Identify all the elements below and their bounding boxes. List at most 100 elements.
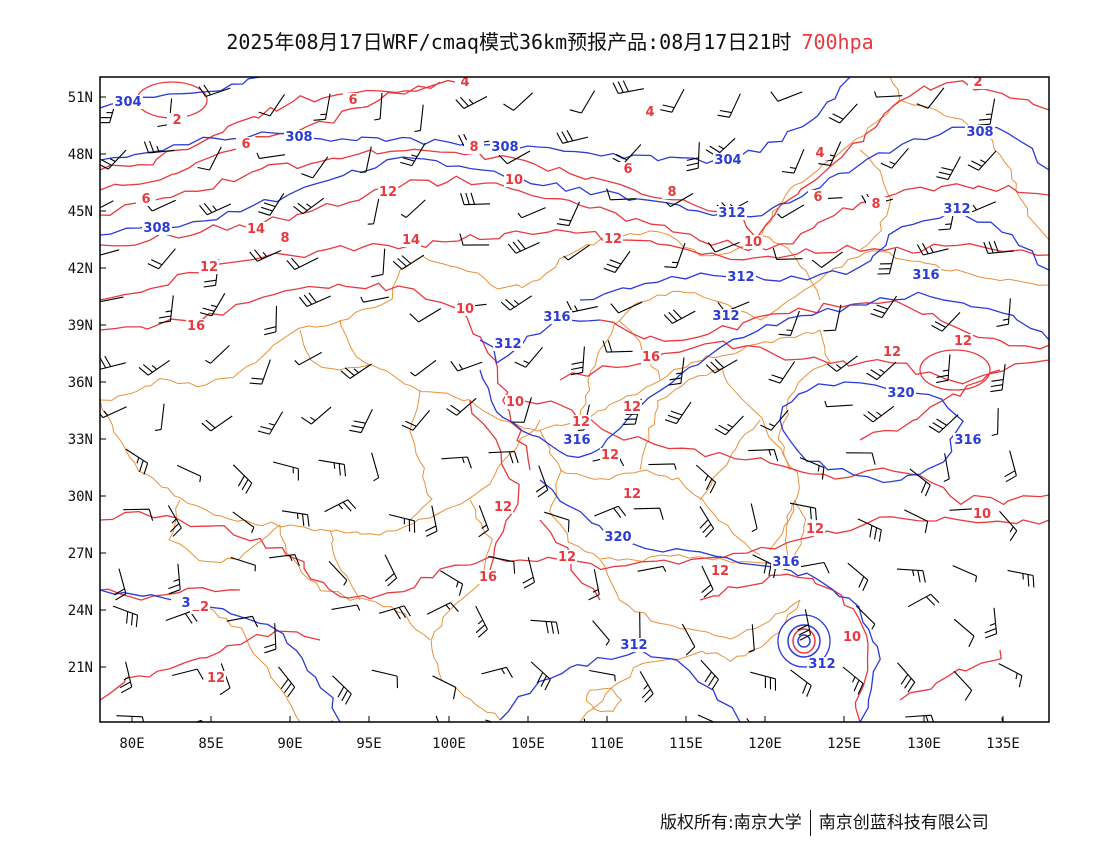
temperature-contour — [469, 399, 520, 571]
height-label-bg — [807, 657, 837, 671]
wind-barb — [410, 359, 437, 377]
wind-barb — [517, 207, 546, 219]
wind-barb — [660, 88, 685, 113]
height-label-bg — [717, 206, 747, 220]
temperature-label-bg — [972, 507, 992, 521]
wind-barb — [612, 80, 644, 94]
wind-barb — [705, 137, 736, 157]
wind-barb — [450, 360, 483, 372]
boundary-line — [430, 499, 501, 721]
boundary-line — [339, 319, 371, 366]
wind-barb — [951, 721, 954, 722]
wind-barb — [155, 403, 165, 431]
boundary-line — [168, 499, 281, 564]
wind-barb — [424, 505, 438, 537]
temperature-label: 8 — [667, 185, 676, 200]
wind-barb — [119, 661, 133, 694]
wind-barb — [589, 669, 616, 682]
wind-barb — [1004, 450, 1017, 483]
height-contour — [479, 291, 1049, 459]
temperature-label-bg — [571, 415, 591, 429]
height-label-bg — [113, 95, 143, 109]
wind-barb — [570, 346, 585, 376]
height-label: 304 — [714, 153, 741, 168]
height-label-bg — [911, 268, 941, 282]
height-contour — [777, 614, 831, 668]
wind-barb — [440, 570, 464, 596]
wind-barb — [328, 561, 348, 586]
wind-barb — [481, 666, 513, 678]
height-label: 312 — [712, 309, 739, 324]
map-frame — [99, 76, 1050, 723]
temperature-label-bg — [493, 500, 513, 514]
height-label-bg — [953, 433, 983, 447]
wind-barb — [717, 93, 741, 118]
wind-barb — [171, 668, 204, 680]
wind-barb — [870, 295, 898, 319]
wind-barb — [388, 514, 416, 533]
temperature-label-bg — [866, 197, 886, 211]
temperature-label-bg — [710, 564, 730, 578]
wind-barb — [392, 254, 425, 270]
temperature-label-bg — [478, 570, 498, 584]
wind-barb — [639, 729, 663, 750]
lon-label: 135E — [986, 736, 1020, 752]
height-label-bg — [713, 153, 743, 167]
province-boundaries — [100, 77, 1049, 722]
wind-barb — [701, 565, 714, 598]
lat-label: 39N — [68, 318, 93, 334]
wind-barb — [294, 351, 322, 366]
temperature-label: 16 — [479, 570, 497, 585]
temperature-label: 6 — [141, 192, 150, 207]
height-contour — [779, 381, 964, 484]
wind-barb — [936, 354, 951, 384]
wind-barb — [384, 554, 398, 587]
wind-barb — [272, 461, 299, 481]
temperature-label: 12 — [601, 448, 619, 463]
wind-barb — [639, 671, 654, 703]
wind-barb — [488, 556, 516, 574]
wind-barb — [664, 401, 692, 425]
temperature-contour — [792, 628, 816, 654]
height-label-bg — [886, 386, 916, 400]
temperature-label: 12 — [954, 334, 972, 349]
wind-barb — [432, 675, 457, 700]
temperature-contour — [100, 79, 471, 171]
temperature-contour — [619, 239, 1049, 261]
wind-barb — [563, 244, 590, 261]
wind-barb — [700, 659, 719, 690]
wind-barb — [984, 607, 998, 639]
wind-barb — [340, 363, 372, 379]
wind-barb — [790, 669, 812, 697]
temperature-label-bg — [464, 140, 484, 154]
temperature-label-bg — [622, 400, 642, 414]
height-label: 320 — [887, 386, 914, 401]
wind-barb — [999, 510, 1018, 542]
wind-barb — [770, 91, 803, 102]
wind-barb — [232, 511, 255, 534]
temperature-label-bg — [622, 487, 642, 501]
wind-barb — [750, 503, 758, 533]
wind-barb — [880, 147, 909, 169]
pressure-level: 700hpa — [801, 30, 874, 54]
wind-barb — [978, 98, 996, 126]
wind-barb — [797, 609, 812, 641]
lon-label: 80E — [119, 736, 144, 752]
temperature-label-bg — [557, 550, 577, 564]
wind-barb — [168, 563, 181, 595]
wind-barb — [379, 605, 411, 620]
wind-barb — [569, 90, 596, 114]
company-text: 南京创蓝科技有限公司 — [818, 813, 989, 833]
wind-barb — [952, 565, 978, 582]
temperature-label: 8 — [280, 231, 289, 246]
wind-barb — [846, 452, 876, 465]
wind-barb — [318, 459, 347, 477]
temperature-label: 12 — [623, 400, 641, 415]
temperature-label: 12 — [558, 550, 576, 565]
wind-barb — [752, 554, 777, 579]
wind-barb — [827, 355, 858, 372]
wind-barb — [331, 604, 361, 611]
height-label: 316 — [563, 433, 590, 448]
lon-label: 130E — [907, 736, 941, 752]
height-label-bg — [619, 638, 649, 652]
